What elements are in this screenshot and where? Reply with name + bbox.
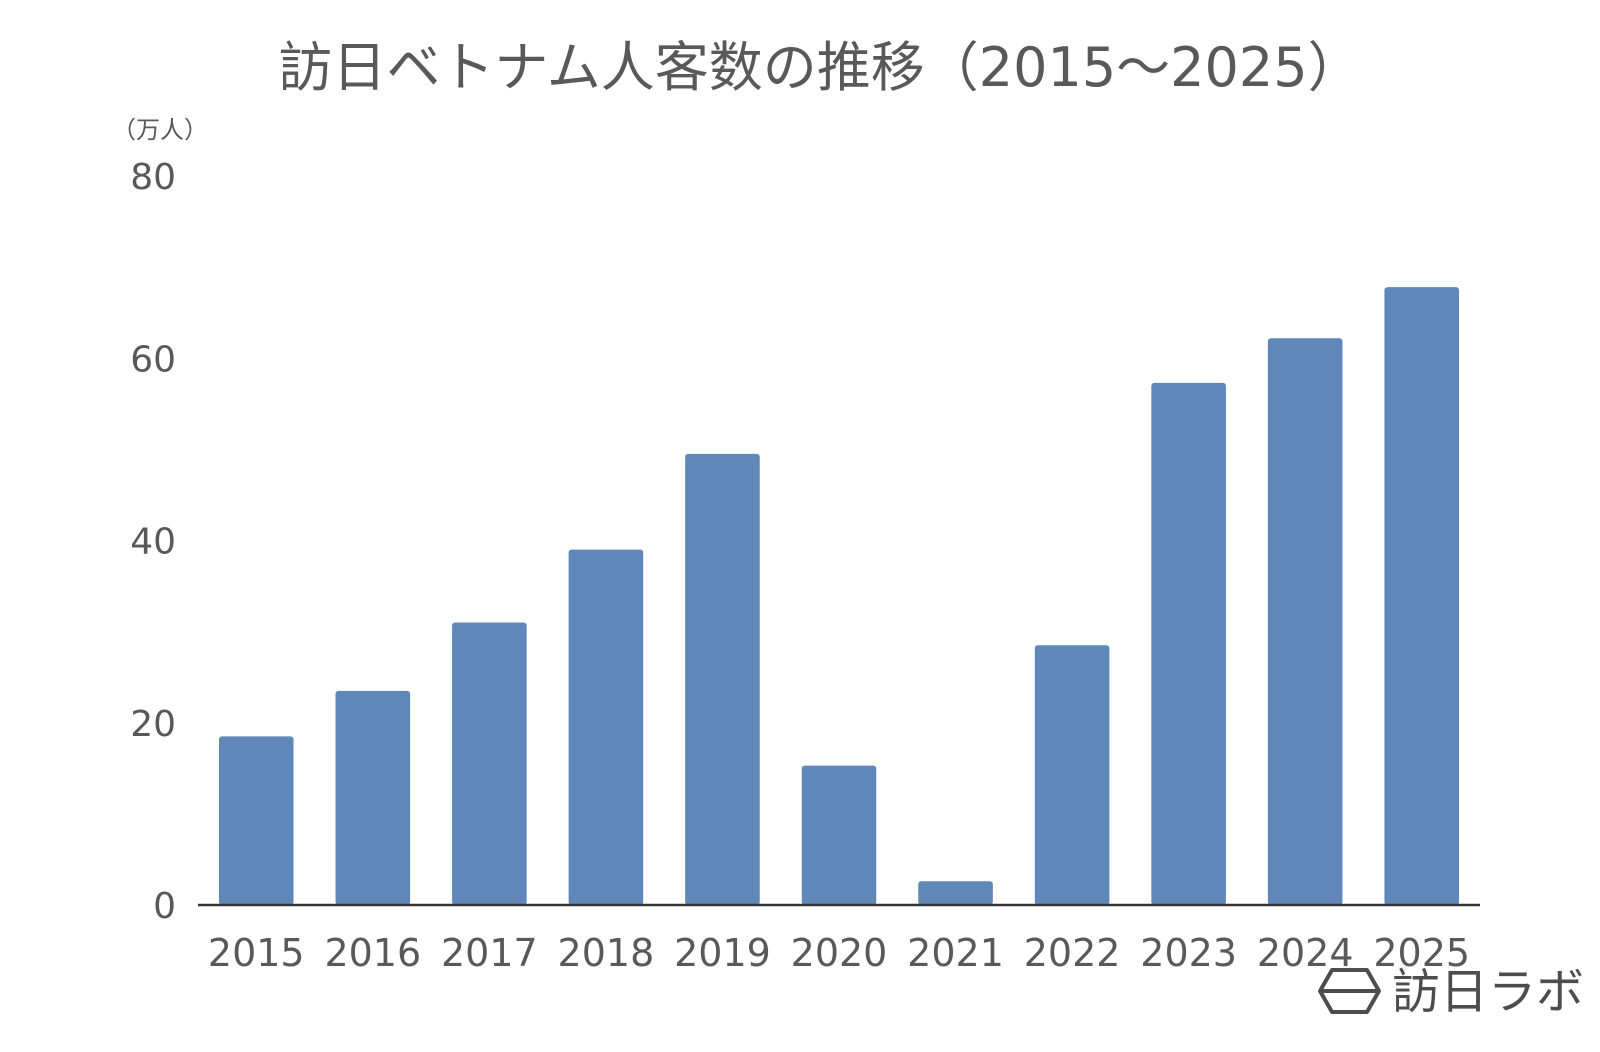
x-tick-label: 2017 (441, 931, 538, 975)
bar-series (218, 287, 1460, 905)
bar (452, 622, 527, 905)
x-tick-label: 2021 (907, 931, 1004, 975)
x-tick-label: 2025 (1373, 931, 1470, 975)
y-tick-label: 20 (130, 704, 176, 745)
bar (918, 881, 993, 905)
bar (801, 765, 877, 905)
bar (1267, 338, 1343, 905)
x-tick-label: 2016 (324, 931, 421, 975)
x-tick-label: 2024 (1257, 931, 1354, 975)
y-tick-label: 40 (130, 522, 176, 563)
y-axis-ticks: 0 20 40 60 80 (130, 157, 176, 927)
x-tick-label: 2018 (558, 931, 655, 975)
bar (685, 453, 760, 905)
x-tick-label: 2023 (1140, 931, 1237, 975)
bar (1384, 287, 1460, 905)
x-tick-label: 2022 (1024, 931, 1121, 975)
hexagon-logo-icon (1318, 968, 1381, 1014)
y-tick-label: 80 (130, 157, 176, 198)
y-tick-label: 60 (130, 339, 176, 380)
brand-text: 訪日ラボ (1392, 964, 1584, 1020)
y-axis-unit-label: （万人） (112, 116, 208, 144)
bar (218, 736, 294, 905)
bar (1151, 382, 1226, 905)
x-tick-label: 2015 (208, 931, 305, 975)
bar (568, 549, 644, 905)
bar (335, 690, 411, 905)
bar (1034, 645, 1110, 905)
x-axis-labels: 2015 2016 2017 2018 2019 2020 2021 2022 2023 2024… (208, 931, 1470, 975)
y-tick-label: 0 (153, 886, 176, 927)
chart-title: 訪日ベトナム人客数の推移（2015〜2025） (278, 36, 1361, 99)
brand-logo: 訪日ラボ (1318, 964, 1584, 1020)
x-tick-label: 2020 (791, 931, 888, 975)
x-tick-label: 2019 (674, 931, 771, 975)
